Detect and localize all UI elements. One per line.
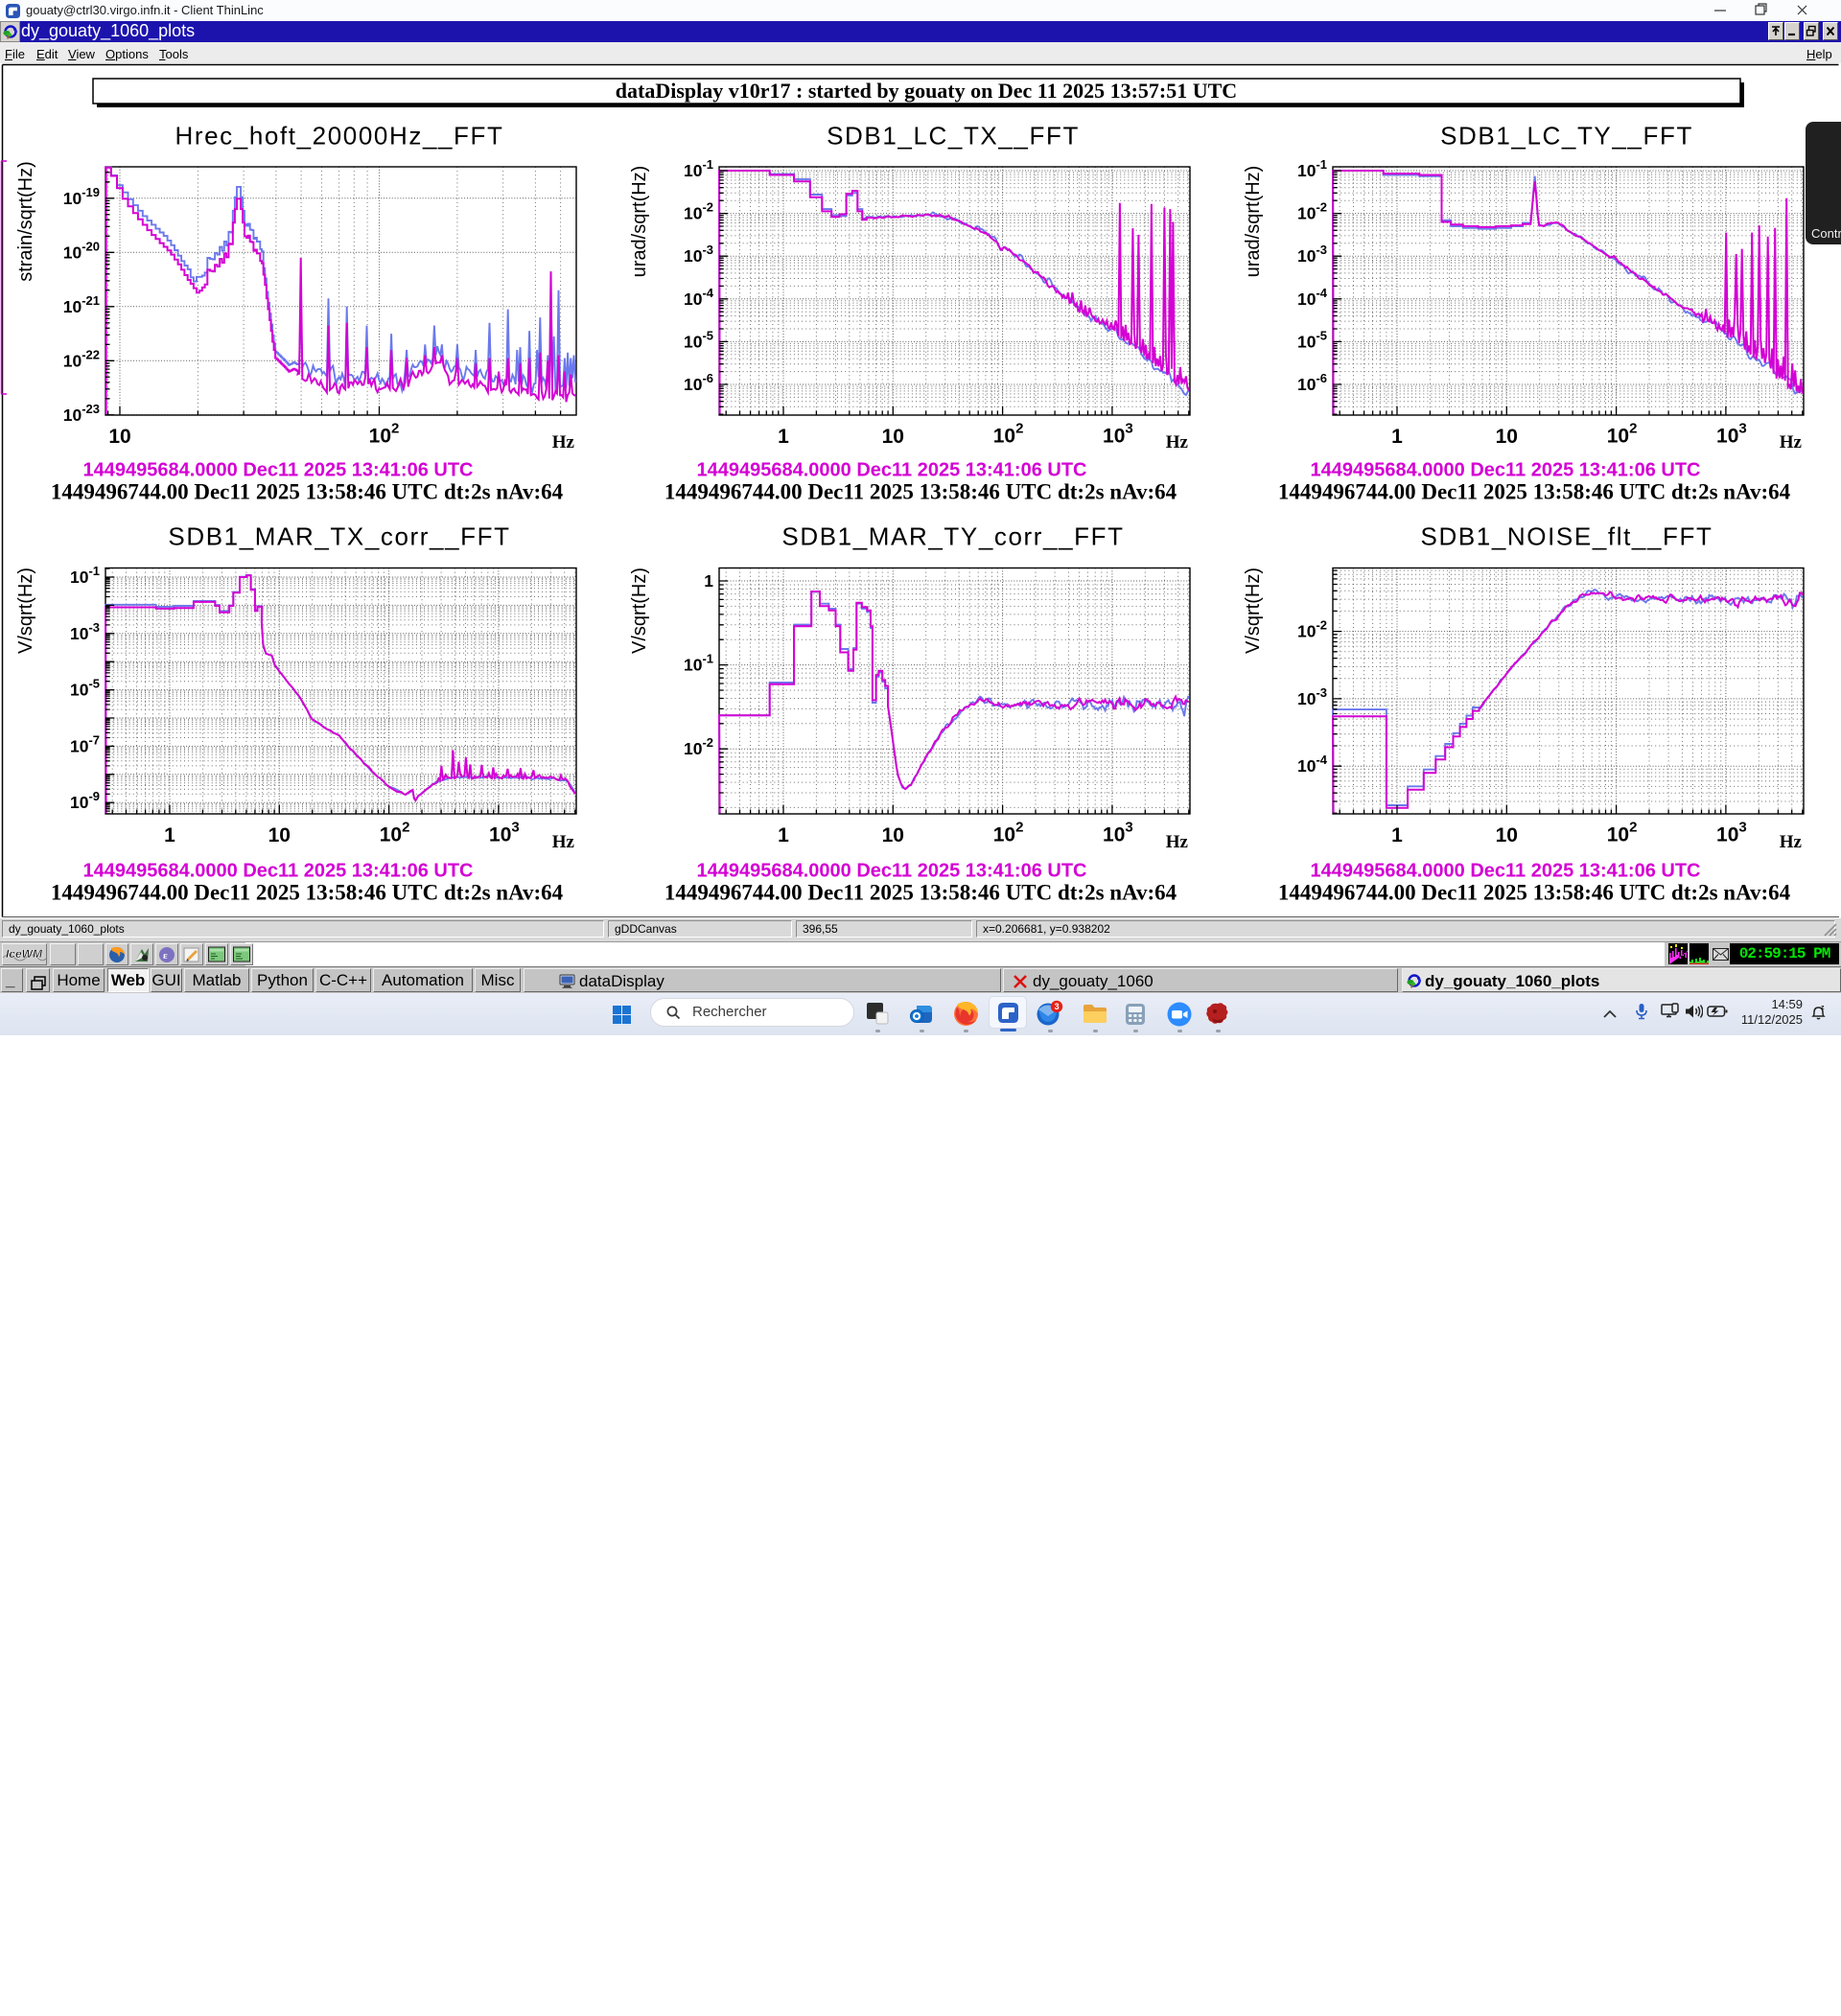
svg-text:102: 102 xyxy=(1607,820,1638,846)
svg-text:10: 10 xyxy=(1496,824,1518,846)
svg-text:10-4: 10-4 xyxy=(684,286,714,309)
svg-text:10-7: 10-7 xyxy=(70,732,100,755)
svg-text:103: 103 xyxy=(1716,421,1747,448)
svg-text:10-6: 10-6 xyxy=(684,371,713,394)
svg-text:1449495684.0000 Dec11 2025 13:: 1449495684.0000 Dec11 2025 13:41:06 UTC xyxy=(83,460,474,481)
svg-text:102: 102 xyxy=(1607,421,1638,448)
svg-text:1449496744.00 Dec11 2025 13:58: 1449496744.00 Dec11 2025 13:58:46 UTC dt… xyxy=(1278,881,1791,905)
svg-text:10-2: 10-2 xyxy=(684,200,713,223)
svg-text:10-6: 10-6 xyxy=(1297,371,1327,394)
svg-text:10-1: 10-1 xyxy=(684,157,713,180)
svg-text:103: 103 xyxy=(489,820,520,846)
svg-text:10-3: 10-3 xyxy=(1297,243,1327,266)
svg-text:1: 1 xyxy=(778,426,789,448)
svg-text:1449495684.0000 Dec11 2025 13:: 1449495684.0000 Dec11 2025 13:41:06 UTC xyxy=(83,861,474,882)
svg-text:SDB1_MAR_TY_corr__FFT: SDB1_MAR_TY_corr__FFT xyxy=(781,522,1124,551)
svg-text:1449495684.0000 Dec11 2025 13:: 1449495684.0000 Dec11 2025 13:41:06 UTC xyxy=(1311,460,1701,481)
svg-text:SDB1_NOISE_flt__FFT: SDB1_NOISE_flt__FFT xyxy=(1421,522,1713,551)
svg-text:10-23: 10-23 xyxy=(63,402,100,425)
svg-text:10-3: 10-3 xyxy=(70,620,100,643)
svg-text:z: z xyxy=(1821,1005,1825,1011)
svg-text:SDB1_LC_TX__FFT: SDB1_LC_TX__FFT xyxy=(827,122,1080,151)
svg-text:10-1: 10-1 xyxy=(684,652,713,675)
svg-text:1: 1 xyxy=(1391,824,1403,846)
svg-text:103: 103 xyxy=(1716,820,1747,846)
svg-text:102: 102 xyxy=(369,421,400,448)
svg-text:10: 10 xyxy=(1496,426,1518,448)
svg-text:1449496744.00 Dec11 2025 13:58: 1449496744.00 Dec11 2025 13:58:46 UTC dt… xyxy=(1278,480,1791,504)
svg-text:10: 10 xyxy=(882,824,904,846)
svg-text:10-22: 10-22 xyxy=(63,347,100,370)
svg-text:10-20: 10-20 xyxy=(63,239,100,262)
svg-text:Hz: Hz xyxy=(1780,832,1803,852)
svg-text:10-1: 10-1 xyxy=(70,564,100,587)
svg-text:1: 1 xyxy=(1391,426,1403,448)
svg-text:1449496744.00 Dec11 2025 13:58: 1449496744.00 Dec11 2025 13:58:46 UTC dt… xyxy=(664,881,1177,905)
svg-text:SDB1_MAR_TX_corr__FFT: SDB1_MAR_TX_corr__FFT xyxy=(168,522,510,551)
svg-text:10-5: 10-5 xyxy=(70,677,100,700)
svg-text:IceWM: IceWM xyxy=(6,947,43,961)
svg-text:3: 3 xyxy=(1055,1002,1060,1011)
svg-text:10-1: 10-1 xyxy=(1297,157,1327,180)
svg-text:V/sqrt(Hz): V/sqrt(Hz) xyxy=(629,568,650,654)
svg-text:102: 102 xyxy=(993,421,1024,448)
svg-text:Hz: Hz xyxy=(1780,432,1803,452)
svg-text:10-5: 10-5 xyxy=(684,328,713,351)
svg-text:10-4: 10-4 xyxy=(1297,286,1328,309)
svg-text:10-19: 10-19 xyxy=(63,185,100,208)
svg-text:10-9: 10-9 xyxy=(70,789,100,812)
svg-text:1449495684.0000 Dec11 2025 13:: 1449495684.0000 Dec11 2025 13:41:06 UTC xyxy=(1311,861,1701,882)
svg-text:1449495684.0000 Dec11 2025 13:: 1449495684.0000 Dec11 2025 13:41:06 UTC xyxy=(697,861,1087,882)
svg-text:10-4: 10-4 xyxy=(1297,753,1328,776)
svg-text:10-2: 10-2 xyxy=(1297,618,1327,641)
svg-text:SDB1_LC_TY__FFT: SDB1_LC_TY__FFT xyxy=(1440,122,1693,151)
svg-text:10-3: 10-3 xyxy=(684,243,713,266)
svg-text:Hz: Hz xyxy=(1166,432,1189,452)
svg-text:urad/sqrt(Hz): urad/sqrt(Hz) xyxy=(629,166,650,278)
svg-text:dataDisplay v10r17 : started b: dataDisplay v10r17 : started by gouaty o… xyxy=(616,79,1237,103)
svg-text:1449496744.00 Dec11 2025 13:58: 1449496744.00 Dec11 2025 13:58:46 UTC dt… xyxy=(664,480,1177,504)
svg-text:102: 102 xyxy=(380,820,410,846)
svg-text:1449495684.0000 Dec11 2025 13:: 1449495684.0000 Dec11 2025 13:41:06 UTC xyxy=(697,460,1087,481)
svg-text:10: 10 xyxy=(882,426,904,448)
svg-text:Hz: Hz xyxy=(552,832,575,852)
svg-text:V/sqrt(Hz): V/sqrt(Hz) xyxy=(1243,568,1264,654)
svg-text:10: 10 xyxy=(108,426,130,448)
svg-text:10-2: 10-2 xyxy=(1297,200,1327,223)
svg-text:1: 1 xyxy=(704,571,713,591)
svg-text:10-2: 10-2 xyxy=(684,735,713,758)
svg-text:ε: ε xyxy=(163,950,168,962)
svg-text:1449496744.00 Dec11 2025 13:58: 1449496744.00 Dec11 2025 13:58:46 UTC dt… xyxy=(51,881,564,905)
svg-text:urad/sqrt(Hz): urad/sqrt(Hz) xyxy=(1243,166,1264,278)
svg-text:10-21: 10-21 xyxy=(63,293,100,316)
svg-text:V/sqrt(Hz): V/sqrt(Hz) xyxy=(15,568,36,654)
svg-text:103: 103 xyxy=(1103,820,1133,846)
svg-text:Hz: Hz xyxy=(1166,832,1189,852)
svg-text:103: 103 xyxy=(1103,421,1133,448)
svg-text:1: 1 xyxy=(778,824,789,846)
svg-text:10-3: 10-3 xyxy=(1297,685,1327,708)
svg-text:1449496744.00 Dec11 2025 13:58: 1449496744.00 Dec11 2025 13:58:46 UTC dt… xyxy=(51,480,564,504)
svg-text:102: 102 xyxy=(993,820,1024,846)
svg-text:Hz: Hz xyxy=(552,432,575,452)
svg-text:strain/sqrt(Hz): strain/sqrt(Hz) xyxy=(15,161,36,282)
svg-text:Hrec_hoft_20000Hz__FFT: Hrec_hoft_20000Hz__FFT xyxy=(175,122,503,151)
svg-text:1: 1 xyxy=(164,824,175,846)
svg-text:10-5: 10-5 xyxy=(1297,328,1327,351)
svg-text:10: 10 xyxy=(268,824,291,846)
